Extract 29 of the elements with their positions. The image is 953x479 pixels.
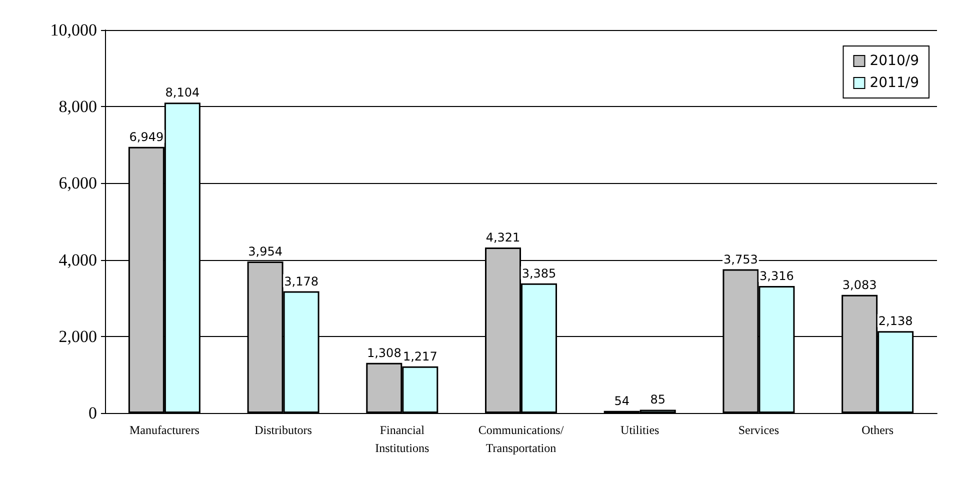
data-label: 54 [614,394,630,408]
data-label: 3,316 [760,268,794,283]
data-label: 85 [650,392,666,407]
y-tick-label: 0 [88,404,97,422]
x-tick-label: Financial Institutions [375,423,430,455]
data-label: 6,949 [129,130,164,144]
data-label: 3,954 [248,244,282,259]
x-tick-label: Services [738,423,780,437]
x-tick-label: Utilities [620,423,660,437]
y-tick-label: 6,000 [58,174,97,193]
x-tick-label: Communications/ Transportation [478,423,564,455]
y-tick-label: 2,000 [58,326,97,346]
x-tick-label: Others [862,423,894,437]
data-label: 3,178 [284,274,318,288]
y-tick-label: 4,000 [58,250,97,270]
data-label: 3,083 [842,278,877,292]
data-label: 1,308 [366,346,402,360]
data-label: 3,753 [724,252,758,266]
legend-label: 2010/9 [870,53,920,69]
legend-label: 2011/9 [870,75,920,91]
y-tick-label: 10,000 [50,20,97,40]
data-label: 4,321 [486,230,520,245]
data-label: 2,138 [878,314,913,328]
data-label: 8,104 [165,86,200,100]
y-tick-label: 8,000 [58,97,97,116]
data-label: 1,217 [402,349,438,364]
x-tick-label: Distributors [254,423,312,437]
x-tick-label: Manufacturers [129,423,200,437]
data-label: 3,385 [522,266,556,280]
